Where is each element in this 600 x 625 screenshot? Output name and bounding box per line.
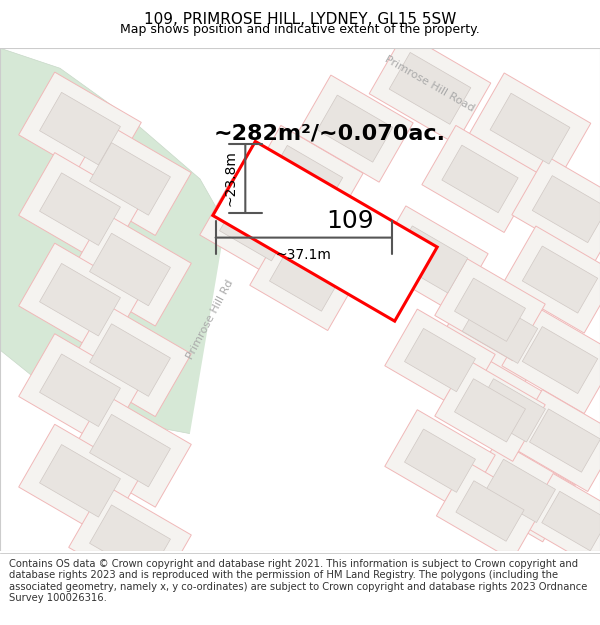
Polygon shape (532, 176, 600, 242)
Polygon shape (456, 481, 524, 541)
Polygon shape (442, 145, 518, 212)
Polygon shape (404, 328, 475, 392)
Polygon shape (455, 359, 565, 461)
Polygon shape (40, 444, 121, 517)
Text: Primrose Hill Rd: Primrose Hill Rd (185, 278, 235, 361)
Polygon shape (530, 409, 600, 472)
Text: Map shows position and indicative extent of the property.: Map shows position and indicative extent… (120, 23, 480, 36)
Polygon shape (89, 414, 170, 487)
Text: 109: 109 (326, 209, 374, 233)
Polygon shape (422, 126, 538, 232)
Polygon shape (235, 48, 600, 340)
Polygon shape (455, 278, 526, 341)
Polygon shape (267, 146, 343, 212)
Polygon shape (512, 156, 600, 262)
Polygon shape (40, 92, 121, 165)
Polygon shape (213, 141, 437, 321)
Polygon shape (542, 491, 600, 551)
Polygon shape (19, 152, 142, 266)
Polygon shape (490, 93, 570, 164)
Polygon shape (68, 394, 191, 507)
Polygon shape (40, 173, 121, 246)
Polygon shape (522, 246, 598, 313)
Polygon shape (465, 440, 575, 542)
Polygon shape (68, 484, 191, 598)
Polygon shape (19, 334, 142, 447)
Polygon shape (19, 243, 142, 356)
Polygon shape (455, 379, 526, 442)
Polygon shape (89, 142, 170, 215)
Polygon shape (297, 75, 413, 182)
Polygon shape (502, 306, 600, 414)
Polygon shape (369, 32, 491, 144)
Polygon shape (40, 263, 121, 336)
Polygon shape (89, 233, 170, 306)
Polygon shape (392, 226, 468, 293)
Polygon shape (436, 462, 544, 560)
Polygon shape (435, 359, 545, 461)
Polygon shape (404, 429, 475, 493)
Polygon shape (385, 309, 495, 411)
Text: ~37.1m: ~37.1m (276, 248, 332, 262)
Text: 109, PRIMROSE HILL, LYDNEY, GL15 5SW: 109, PRIMROSE HILL, LYDNEY, GL15 5SW (144, 12, 456, 27)
Polygon shape (19, 72, 142, 185)
Polygon shape (462, 296, 538, 363)
Text: ~23.8m: ~23.8m (223, 151, 238, 206)
Polygon shape (435, 259, 545, 361)
Polygon shape (485, 459, 556, 522)
Polygon shape (317, 95, 393, 162)
Polygon shape (68, 304, 191, 417)
Polygon shape (200, 178, 310, 280)
Polygon shape (0, 48, 265, 436)
Polygon shape (68, 213, 191, 326)
Polygon shape (19, 424, 142, 538)
Text: Primrose Hill Road: Primrose Hill Road (383, 54, 476, 113)
Polygon shape (269, 248, 340, 311)
Polygon shape (68, 122, 191, 236)
Polygon shape (523, 474, 600, 569)
Polygon shape (247, 126, 363, 232)
Polygon shape (170, 48, 330, 551)
Polygon shape (510, 389, 600, 491)
Polygon shape (389, 52, 471, 124)
Polygon shape (469, 73, 591, 184)
Polygon shape (442, 276, 558, 383)
Text: ~282m²/~0.070ac.: ~282m²/~0.070ac. (214, 124, 446, 144)
Text: Contains OS data © Crown copyright and database right 2021. This information is : Contains OS data © Crown copyright and d… (9, 559, 587, 603)
Polygon shape (475, 379, 545, 442)
Polygon shape (385, 410, 495, 512)
Polygon shape (250, 229, 360, 331)
Polygon shape (89, 505, 170, 578)
Polygon shape (89, 324, 170, 396)
Polygon shape (40, 354, 121, 426)
Polygon shape (502, 226, 600, 333)
Polygon shape (220, 198, 290, 261)
Polygon shape (372, 206, 488, 313)
Polygon shape (522, 326, 598, 394)
